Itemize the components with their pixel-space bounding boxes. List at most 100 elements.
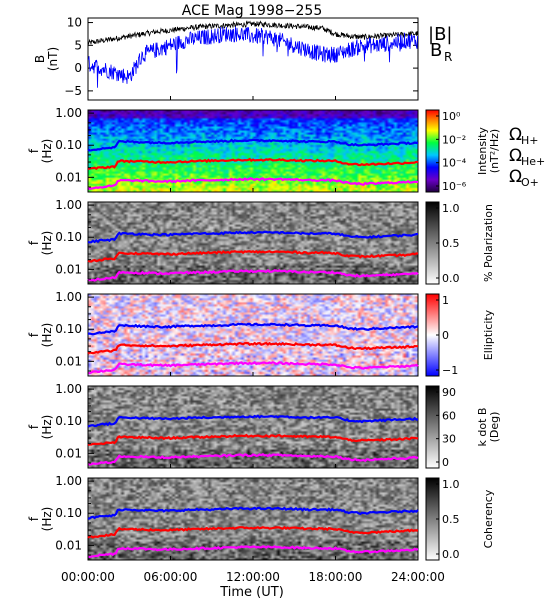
colorbar-label-line: (nT²/Hz) (488, 129, 501, 173)
legend-omega-he: Ω (509, 146, 522, 166)
y-tick-label: 0 (74, 61, 82, 75)
colorbar-tick-label: 1.0 (442, 478, 460, 491)
gyro-line-he (87, 341, 418, 355)
gyro-line-he (87, 525, 419, 539)
y-axis-label: f(Hz) (27, 231, 54, 256)
colorbar (425, 385, 440, 469)
x-tick-labels: 00:00:00 06:00:00 12:00:00 18:00:00 24:00:00 (61, 570, 445, 584)
legend-b-radial-subscript: R (444, 50, 452, 64)
colorbar-label-line: (Deg) (488, 412, 501, 443)
heatmap-image (88, 202, 418, 284)
gyro-line-he (87, 433, 419, 447)
y-tick-label: 1.00 (55, 382, 82, 396)
colorbar-tick-label: 0 (442, 456, 449, 469)
colorbar-tick-label: 10⁻⁴ (442, 157, 467, 170)
y-axis-label-line: B (33, 55, 47, 63)
y-tick-label: 0.01 (55, 446, 82, 460)
legend-omega-o-subscript: O+ (521, 176, 539, 189)
y-tick-label: 1.00 (55, 290, 82, 304)
legend-omega-h-subscript: H+ (521, 134, 539, 147)
plot-frame (87, 17, 419, 101)
colorbar (425, 109, 440, 193)
y-tick-label: 5 (74, 38, 82, 52)
colorbar-label-line: Intensity (476, 127, 489, 175)
colorbar-tick-label: 10⁰ (442, 110, 461, 123)
gyro-line-h (87, 230, 418, 244)
gyro-line-o (87, 361, 419, 375)
colorbar-tick-label: 60 (442, 409, 456, 422)
colorbar-tick-label: 1 (442, 294, 449, 307)
colorbar-label: k dot B(Deg) (476, 408, 501, 447)
y-axis-label-line: (Hz) (40, 323, 54, 348)
colorbar-label-line: k dot B (476, 408, 489, 447)
x-tick-label: 24:00:00 (391, 570, 445, 584)
colorbar-label: Ellipticity (482, 309, 495, 360)
gyro-line-o (87, 545, 419, 559)
legend-omega-he-subscript: He+ (521, 155, 545, 168)
colorbar-label-line: Ellipticity (482, 309, 495, 360)
y-axis-label: f(Hz) (27, 323, 54, 348)
colorbar-tick-label: 10⁻² (442, 133, 466, 146)
y-tick-label: 0.10 (55, 138, 82, 152)
gyro-line-he (87, 249, 419, 263)
panel-coherency: 1.00 0.10 0.01f(Hz) 1.0 0.5 0.0 Coherency (27, 474, 495, 561)
colorbar-tick-label: 1.0 (442, 202, 460, 215)
panel-polarization: 1.000.100.01f(Hz)1.00.50.0% Polarization (27, 198, 495, 285)
series-line-b-radial (87, 26, 419, 88)
colorbar-label: Intensity(nT²/Hz) (476, 127, 501, 175)
y-axis-label-line: f (27, 516, 41, 521)
gyro-line-h (87, 414, 418, 428)
gyro-line-o (87, 177, 419, 191)
colorbar-tick-label: 90 (442, 386, 456, 399)
colorbar-label: Coherency (482, 489, 495, 548)
colorbar-tick-label: 30 (442, 433, 456, 446)
gyro-line-h (87, 322, 419, 336)
panel-intensity: 1.000.100.01f(Hz)10⁰10⁻²10⁻⁴10⁻⁶Intensit… (27, 106, 545, 193)
colorbar-tick-label: 0.0 (442, 548, 460, 561)
gyro-line-h (87, 138, 419, 152)
y-tick-label: 1.00 (55, 198, 82, 212)
y-tick-label: 10 (67, 16, 82, 30)
gyro-line-o (87, 268, 419, 282)
panel-k-dot-b: 1.00 0.10 0.01 f(Hz) 90 60 30 0 k dot B(Deg) (27, 382, 501, 469)
colorbar-tick-label: −1 (442, 364, 458, 377)
y-axis-label-line: f (27, 148, 41, 153)
gyro-line-he (87, 157, 419, 171)
y-tick-label: 0.01 (55, 262, 82, 276)
series-line-b-magnitude (87, 20, 419, 46)
y-axis-label-line: (Hz) (40, 415, 54, 440)
colorbar-tick-label: 10⁻⁶ (442, 180, 467, 193)
colorbar-label-line: % Polarization (482, 204, 495, 282)
y-tick-label: 0.01 (55, 538, 82, 552)
y-axis-label-line: (Hz) (40, 231, 54, 256)
y-axis-label-line: f (27, 240, 41, 245)
y-axis-label: f(Hz) (27, 507, 54, 532)
legend-omega-h: Ω (509, 125, 522, 145)
colorbar-tick-label: 0.5 (442, 513, 460, 526)
x-tick-label: 00:00:00 (61, 570, 115, 584)
colorbar-tick-label: 0.0 (442, 272, 460, 285)
colorbar-tick-label: 0.5 (442, 237, 460, 250)
legend-b-radial: B (430, 40, 442, 61)
y-tick-label: 0.01 (55, 170, 82, 184)
colorbar-label: % Polarization (482, 204, 495, 282)
y-axis-label-line: f (27, 332, 41, 337)
y-tick-label: 0.01 (55, 354, 82, 368)
x-tick-label: 18:00:00 (309, 570, 363, 584)
colorbar-tick-label: 0 (442, 329, 449, 342)
gyro-line-o (87, 453, 419, 466)
colorbar-label-line: Coherency (482, 489, 495, 548)
y-tick-label: 0.10 (55, 506, 82, 520)
y-axis-label-line: (nT) (46, 47, 60, 71)
y-tick-label: 0.10 (55, 414, 82, 428)
legend-omega-o: Ω (509, 167, 522, 187)
chart-title: ACE Mag 1998−255 (182, 3, 322, 19)
gyro-line-h (87, 506, 419, 520)
y-axis-label-line: f (27, 424, 41, 429)
legend-b-magnitude: |B| (428, 24, 452, 45)
y-tick-label: 1.00 (55, 474, 82, 488)
